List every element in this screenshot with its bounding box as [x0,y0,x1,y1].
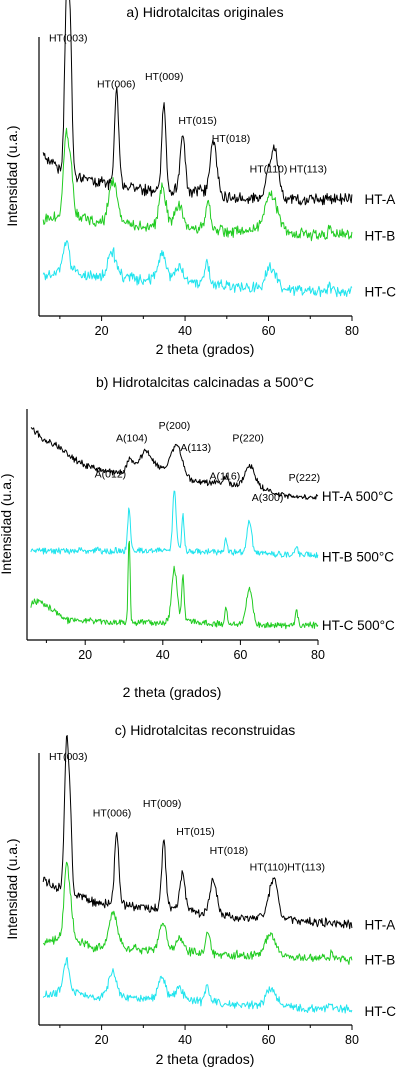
peak-label: HT(015) [176,826,215,838]
panel-title: c) Hidrotalcitas reconstruidas [115,722,296,738]
series-line-ht-b [42,127,353,242]
series-label: HT-C 500°C [322,618,395,633]
series-line-ht-a [42,0,353,206]
series-label: HT-B [365,229,396,244]
peak-label: A(113) [180,442,211,454]
x-tick-label: 80 [345,1033,359,1047]
series-label: HT-A [365,917,396,932]
panel-title: a) Hidrotalcitas originales [126,4,283,20]
x-tick-label: 20 [95,1033,109,1047]
x-ticks: 20 40 60 80 [59,316,359,338]
peak-label: A(012) [95,469,127,481]
series-line-ht-a [42,735,353,930]
x-tick-label: 40 [156,648,170,662]
x-tick-label: 60 [262,324,276,338]
series-line-ht-b [42,861,353,965]
series-line-ht-c-500-c [30,540,319,630]
series-label: HT-B 500°C [322,550,394,565]
peak-label: P(220) [232,432,264,444]
peak-label: A(104) [116,432,148,444]
series-label: HT-C [365,1004,397,1019]
x-axis-label: 2 theta (grados) [156,1051,255,1067]
peak-label: HT(009) [143,798,182,810]
peak-label: HT(110) [250,861,288,873]
series-line-ht-c [42,957,353,1014]
series-label: HT-C [365,284,397,299]
x-tick-label: 20 [78,648,92,662]
peak-label: HT(113) [289,163,327,175]
x-tick-label: 20 [95,324,109,338]
x-ticks: 20 40 60 80 [45,640,325,662]
series-label: HT-A 500°C [322,489,394,504]
y-axis-label: Intensidad (u.a.) [4,125,20,226]
peak-label: HT(009) [145,71,184,83]
panel-title: b) Hidrotalcitas calcinadas a 500°C [96,374,314,390]
peak-label: HT(018) [210,845,249,857]
y-axis-label: Intensidad (u.a.) [4,838,20,939]
series-line-ht-c [42,240,353,298]
x-tick-label: 60 [233,648,247,662]
peak-label: HT(006) [97,78,136,90]
peak-label: A(300) [252,492,284,504]
x-tick-label: 80 [311,648,325,662]
peak-label: HT(113) [287,861,325,873]
series-label: HT-A [365,192,396,207]
peak-label: HT(018) [212,133,251,145]
peak-label: HT(003) [49,33,88,45]
x-axis-label: 2 theta (grados) [123,684,222,700]
x-tick-label: 80 [345,324,359,338]
peak-label: HT(006) [93,807,132,819]
peak-label: P(222) [289,472,321,484]
peak-label: HT(003) [49,751,88,763]
x-ticks: 20 40 60 80 [59,1025,359,1047]
peak-label: HT(110) [250,163,288,175]
peak-label: A(116) [210,471,241,483]
x-tick-label: 40 [178,1033,192,1047]
series-line-ht-b-500-c [30,490,319,559]
panel-2: b) Hidrotalcitas calcinadas a 500°C 20 40 6… [0,374,395,700]
series-line-ht-a-500-c [30,427,319,500]
peak-label: HT(015) [178,115,217,127]
x-axis-label: 2 theta (grados) [156,341,255,357]
x-tick-label: 40 [178,324,192,338]
peak-label: P(200) [159,420,191,432]
series-label: HT-B [365,953,396,968]
panel-1: a) Hidrotalcitas originales 20 40 60 80 2 the… [4,0,396,357]
panel-3: c) Hidrotalcitas reconstruidas 20 40 60 80 2 … [4,722,396,1067]
y-axis-label: Intensidad (u.a.) [0,473,14,574]
x-tick-label: 60 [262,1033,276,1047]
